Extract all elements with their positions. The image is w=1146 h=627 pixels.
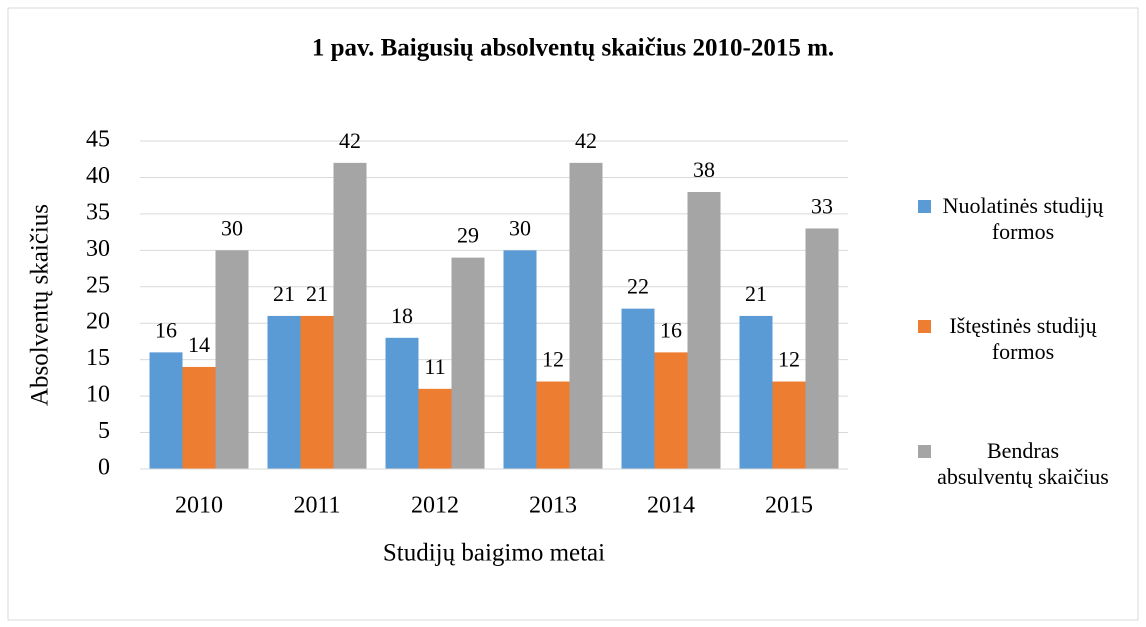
y-tick-label: 40 — [86, 163, 110, 189]
data-label: 14 — [188, 332, 210, 357]
y-tick-label: 25 — [86, 272, 110, 298]
x-tick-label: 2012 — [411, 493, 459, 519]
data-label: 42 — [575, 128, 597, 153]
data-label: 30 — [221, 215, 243, 240]
legend-label: Nuolatinės studijų formos — [942, 193, 1104, 244]
y-tick-label: 35 — [86, 199, 110, 225]
bar — [687, 192, 721, 469]
data-label: 29 — [457, 223, 479, 248]
bar — [536, 381, 570, 469]
y-tick-label: 15 — [86, 345, 110, 371]
bar — [215, 250, 249, 469]
legend-label: Bendras absulventų skaičius — [937, 438, 1109, 489]
y-tick-label: 10 — [86, 382, 110, 408]
bar — [300, 315, 334, 469]
bar — [569, 162, 603, 469]
data-label: 22 — [627, 274, 649, 299]
y-tick-label: 0 — [98, 455, 110, 481]
x-tick-label: 2011 — [293, 493, 340, 519]
data-label: 12 — [778, 347, 800, 372]
legend-swatch — [918, 320, 931, 333]
data-label: 30 — [509, 215, 531, 240]
bar — [739, 315, 773, 469]
bar — [267, 315, 301, 469]
data-label: 21 — [745, 281, 767, 306]
legend-item: Bendras absulventų skaičius — [918, 438, 1109, 490]
y-tick-label: 45 — [86, 127, 110, 153]
bar — [418, 388, 452, 469]
x-tick-label: 2010 — [175, 493, 223, 519]
legend-swatch — [918, 445, 931, 458]
bar — [654, 352, 688, 469]
data-label: 11 — [424, 354, 445, 379]
data-label: 21 — [306, 281, 328, 306]
chart-title: 1 pav. Baigusių absolventų skaičius 2010… — [312, 35, 834, 62]
data-label: 42 — [339, 128, 361, 153]
bar — [333, 162, 367, 469]
y-tick-label: 20 — [86, 309, 110, 335]
data-label: 38 — [693, 157, 715, 182]
y-tick-label: 30 — [86, 236, 110, 262]
bar — [772, 381, 806, 469]
y-tick-label: 5 — [98, 418, 110, 444]
x-tick-label: 2013 — [529, 493, 577, 519]
bar — [182, 366, 216, 469]
bar — [149, 352, 183, 469]
data-label: 16 — [660, 317, 682, 342]
data-label: 21 — [273, 281, 295, 306]
data-label: 18 — [391, 303, 413, 328]
x-tick-label: 2014 — [647, 493, 695, 519]
data-label: 33 — [811, 194, 833, 219]
legend-label: Ištęstinės studijų formos — [949, 313, 1097, 364]
x-tick-label: 2015 — [765, 493, 813, 519]
bar — [385, 337, 419, 469]
bar — [503, 250, 537, 469]
legend-item: Nuolatinės studijų formos — [918, 193, 1109, 245]
x-axis-label: Studijų baigimo metai — [383, 540, 605, 567]
data-label: 16 — [155, 317, 177, 342]
legend-item: Ištęstinės studijų formos — [918, 313, 1109, 365]
bar — [805, 228, 839, 469]
bar — [621, 308, 655, 469]
bar — [451, 257, 485, 469]
data-label: 12 — [542, 347, 564, 372]
y-axis-label: Absolventų skaičius — [27, 204, 54, 406]
legend-swatch — [918, 200, 931, 213]
